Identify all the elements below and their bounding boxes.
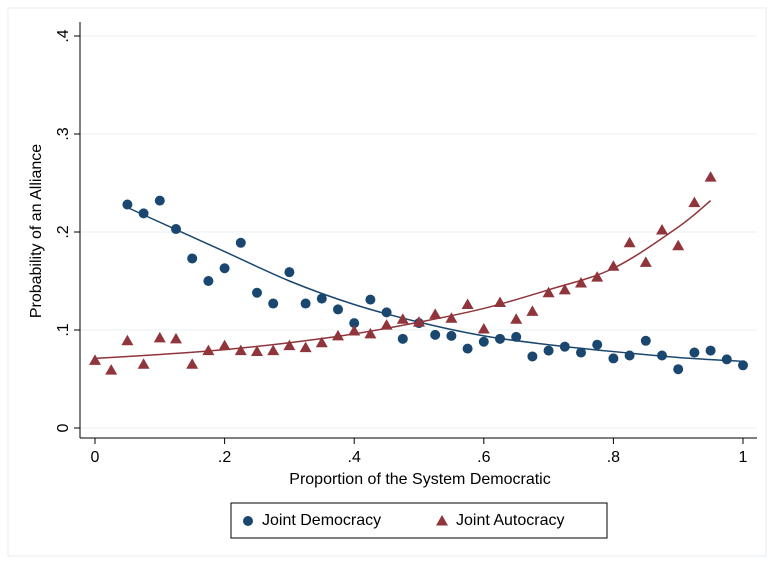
point [89,354,101,365]
legend [230,502,608,539]
point [396,313,409,324]
x-tick-label: .2 [218,449,231,466]
point [575,276,587,288]
point [202,344,215,356]
legend-label: Joint Democracy [262,512,381,529]
point [283,339,296,351]
point [591,271,604,282]
point [623,236,636,248]
y-tick-label: .2 [55,225,72,238]
point [689,347,700,358]
background [7,7,767,557]
point [268,298,279,309]
y-axis-label: Probability of an Alliance [28,144,45,318]
point [105,364,118,375]
point [153,331,166,343]
point [364,327,377,339]
point [543,345,554,356]
y-tick-label: 0 [55,423,72,432]
point [219,263,230,274]
point [121,334,134,346]
y-tick-label: .3 [55,127,72,140]
point [608,353,619,364]
point [624,350,635,361]
point [576,347,586,358]
point [203,276,214,286]
point [122,199,133,210]
point [462,343,473,354]
fit-line [94,200,712,360]
x-tick-label: 1 [739,449,748,466]
point [445,312,458,323]
point [397,333,408,344]
point [477,323,490,334]
point [721,354,732,365]
point [430,329,441,340]
x-tick-label: .4 [348,449,361,466]
point [267,344,280,356]
point [333,304,343,315]
point [510,313,523,324]
point [526,305,539,316]
y-tick-label: .1 [55,323,72,336]
point [380,319,393,330]
point [705,345,716,356]
point [218,339,231,351]
point [672,239,685,251]
point [316,293,327,304]
fit-line [127,206,744,363]
point [170,332,182,344]
point [640,335,651,346]
point [527,351,538,362]
point [154,195,165,206]
point [251,345,263,357]
point [607,260,620,271]
point [300,298,311,309]
point [299,341,312,353]
point [137,358,150,369]
y-tick-label: .4 [55,29,72,42]
point [656,224,668,235]
point [478,336,489,347]
point [639,256,652,267]
point [365,294,376,305]
point [235,237,246,248]
x-axis-label: Proportion of the System Democratic [289,471,550,488]
point [688,196,701,208]
point [542,286,555,298]
legend-marker [243,516,253,526]
legend-label: Joint Autocracy [456,512,565,529]
point [592,339,603,350]
point [187,253,198,264]
point [349,318,360,329]
point [558,283,571,295]
point [234,344,247,356]
x-tick-label: 0 [91,449,100,466]
point [429,308,442,319]
point [252,287,262,298]
point [332,329,344,341]
point [446,330,457,341]
point [704,171,717,182]
point [673,364,684,375]
point [738,360,748,371]
point [315,336,328,348]
x-tick-label: .6 [477,449,490,466]
legend-marker [436,515,448,526]
point [186,358,199,369]
point [284,267,295,278]
x-tick-label: .8 [607,449,620,466]
point [511,331,522,342]
point [461,298,474,310]
